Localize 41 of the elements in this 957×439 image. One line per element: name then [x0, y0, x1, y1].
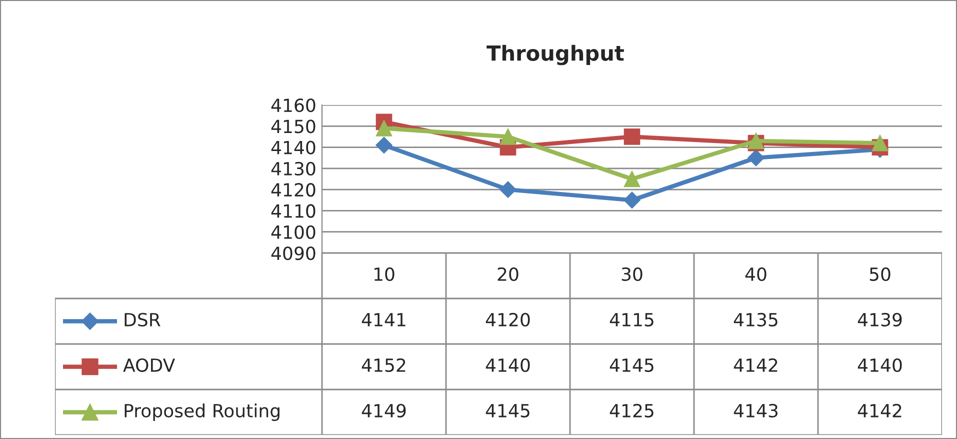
- point: [624, 170, 640, 188]
- data-label: 4152: [362, 358, 406, 372]
- data-label: 4143: [734, 404, 778, 418]
- data-label: 4145: [610, 358, 654, 372]
- data-label: 4120: [486, 312, 530, 326]
- x-tick-label: 50: [870, 267, 890, 281]
- point: [376, 136, 392, 154]
- chart-title: Throughput: [486, 44, 624, 66]
- point: [376, 120, 392, 136]
- y-tick-label: 4090: [271, 246, 316, 260]
- point: [872, 134, 888, 152]
- data-label: 4140: [486, 358, 530, 372]
- data-label: 4115: [610, 313, 654, 326]
- point: [500, 128, 516, 145]
- point: [748, 149, 764, 166]
- legend-label: AODV: [123, 358, 176, 372]
- y-tick-label: 4140: [271, 140, 316, 154]
- legend-label: Proposed Routing: [124, 404, 280, 421]
- y-tick-label: 4130: [271, 162, 316, 176]
- data-label: 4145: [486, 404, 530, 418]
- data-label: 4142: [858, 404, 902, 418]
- y-tick-label: 4110: [271, 204, 316, 218]
- data-label: 4142: [734, 358, 778, 372]
- x-tick-label: 10: [374, 267, 394, 281]
- data-label: 4125: [610, 404, 654, 418]
- data-label: 4139: [858, 312, 902, 326]
- point: [624, 192, 640, 209]
- point: [624, 128, 640, 145]
- x-tick-label: 30: [622, 267, 642, 281]
- data-label: 4140: [858, 358, 902, 372]
- point: [500, 181, 516, 198]
- x-tick-label: 40: [745, 267, 766, 281]
- y-tick-label: 4120: [271, 183, 316, 197]
- y-tick-label: 4150: [271, 120, 316, 134]
- data-label: 4141: [362, 313, 406, 326]
- legend-label: DSR: [124, 312, 160, 326]
- data-label: 4135: [734, 312, 778, 326]
- y-tick-label: 4100: [271, 225, 316, 239]
- data-label: 4149: [362, 404, 406, 418]
- y-tick-label: 4160: [271, 98, 316, 112]
- x-tick-label: 20: [498, 267, 518, 281]
